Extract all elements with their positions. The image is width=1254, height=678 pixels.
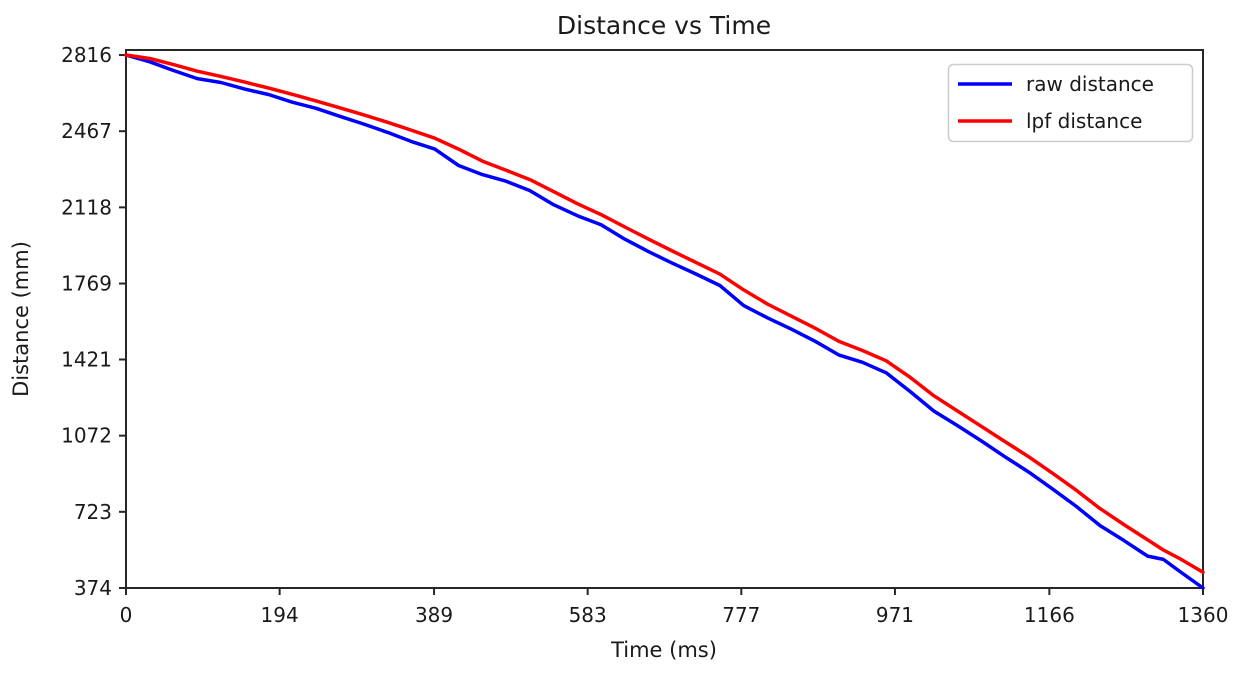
y-tick-label: 2467 [61,119,112,143]
raw-distance-line [124,53,1205,590]
legend-label-lpf: lpf distance [1026,109,1142,133]
y-axis-ticks: 374 723 1072 1421 1769 2118 2467 2816 [61,43,126,600]
x-tick-label: 971 [876,603,914,627]
y-tick-label: 2816 [61,43,112,67]
y-axis-label: Distance (mm) [9,241,33,397]
x-tick-label: 1166 [1024,603,1075,627]
y-tick-label: 1769 [61,272,112,296]
series-lines [124,53,1205,590]
y-tick-label: 1421 [61,347,112,371]
x-tick-label: 777 [722,603,760,627]
x-axis-label: Time (ms) [610,638,717,662]
legend-label-raw: raw distance [1026,72,1154,96]
x-axis-ticks: 0 194 389 583 777 971 1166 1360 [120,588,1229,627]
y-tick-label: 2118 [61,195,112,219]
plot-area [125,49,1204,589]
x-tick-label: 583 [569,603,607,627]
y-tick-label: 723 [74,500,112,524]
x-tick-label: 1360 [1178,603,1229,627]
legend: raw distance lpf distance [947,63,1194,143]
y-tick-label: 1072 [61,424,112,448]
y-tick-label: 374 [74,576,112,600]
x-tick-label: 194 [261,603,299,627]
x-tick-label: 0 [120,603,133,627]
chart-title: Distance vs Time [557,11,771,40]
lpf-distance-line [124,53,1205,575]
x-tick-label: 389 [415,603,453,627]
